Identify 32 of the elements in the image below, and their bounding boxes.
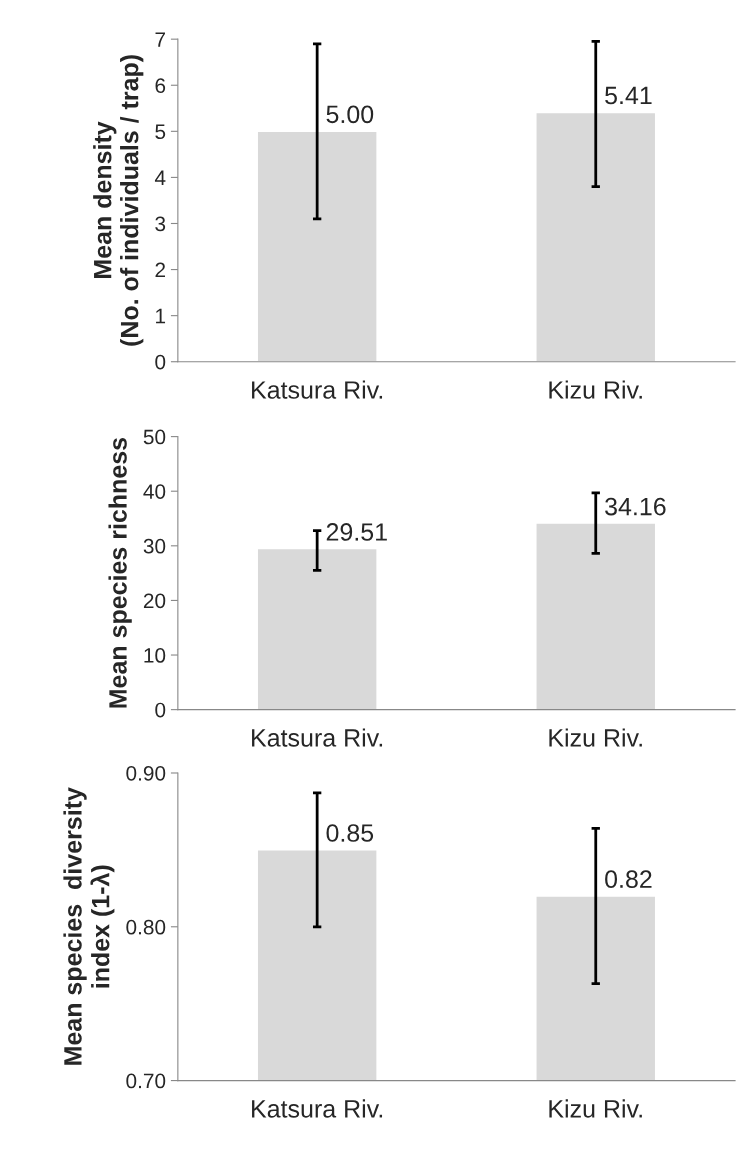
x-tick-label: Katsura Riv. bbox=[252, 728, 383, 747]
y-tick-label: 0.80 bbox=[126, 919, 166, 935]
x-tick-label: Kizu Riv. bbox=[549, 380, 642, 399]
data-label: 29.51 bbox=[326, 523, 387, 541]
data-label: 0.82 bbox=[605, 870, 652, 889]
x-tick-label: Kizu Riv. bbox=[549, 1099, 642, 1118]
x-tick-label: Kizu Riv. bbox=[549, 728, 642, 747]
y-tick-label: 30 bbox=[143, 538, 166, 554]
y-tick-label: 0.70 bbox=[126, 1073, 166, 1089]
y-tick-label: 2 bbox=[155, 262, 166, 278]
data-label: 34.16 bbox=[605, 497, 666, 516]
y-tick-label: 0 bbox=[155, 354, 166, 370]
y-tick-label: 40 bbox=[143, 484, 166, 499]
y-tick-label: 50 bbox=[143, 429, 166, 445]
y-tick-label: 7 bbox=[155, 32, 166, 47]
y-tick-label: 0.90 bbox=[126, 765, 166, 781]
y-tick-label: 3 bbox=[155, 216, 166, 232]
y-tick-label: 0 bbox=[155, 702, 166, 718]
y-tick-label: 10 bbox=[144, 648, 166, 663]
y-tick-label: 20 bbox=[143, 593, 166, 609]
y-axis-title: Mean species richness bbox=[108, 437, 132, 708]
y-tick-label: 6 bbox=[155, 78, 166, 93]
y-tick-label: 4 bbox=[154, 170, 166, 185]
data-label: 5.41 bbox=[605, 86, 652, 105]
y-axis-title: Mean density (No. of individuals / trap) bbox=[93, 55, 144, 346]
y-axis-title: Mean species diversity index (1-λ) bbox=[63, 787, 115, 1065]
x-tick-label: Katsura Riv. bbox=[252, 380, 383, 399]
y-tick-label: 1 bbox=[156, 308, 166, 324]
x-tick-label: Katsura Riv. bbox=[252, 1099, 383, 1118]
data-label: 5.00 bbox=[326, 105, 374, 124]
data-label: 0.85 bbox=[326, 824, 374, 842]
y-tick-label: 5 bbox=[155, 124, 166, 140]
